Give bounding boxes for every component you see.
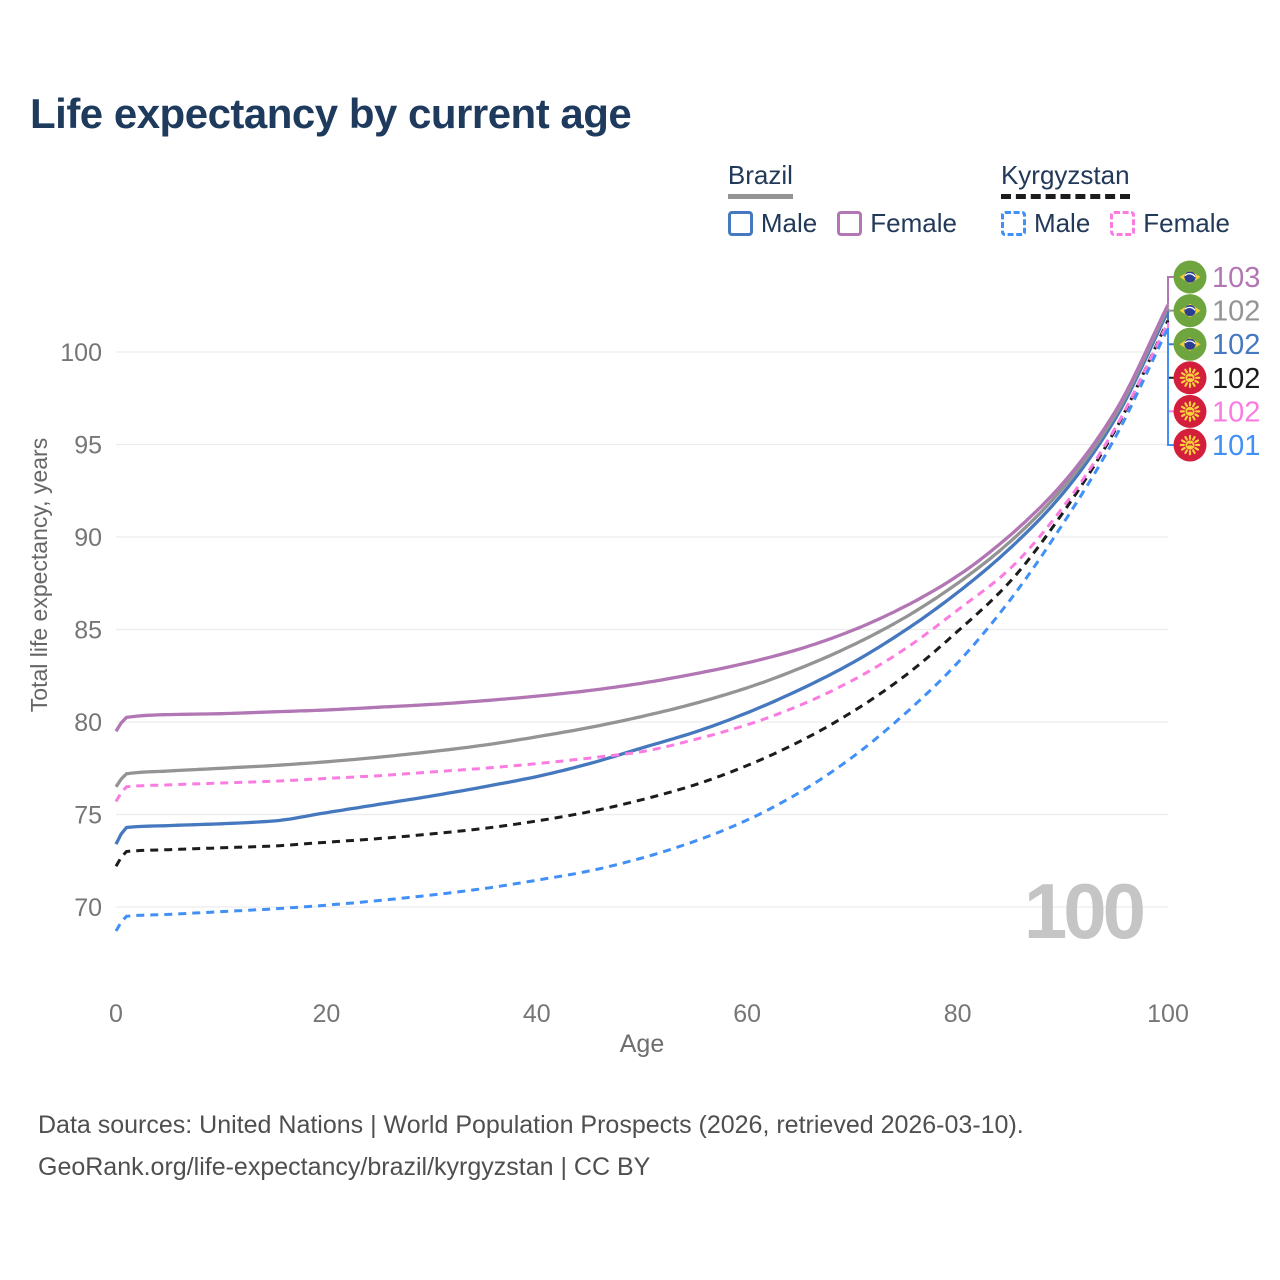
series-line-brazil_all[interactable] <box>114 306 1170 788</box>
brazil-flag-icon <box>1173 260 1207 294</box>
kyrgyzstan-flag-icon <box>1173 361 1207 395</box>
series-line-brazil_male[interactable] <box>114 310 1170 845</box>
y-tick-label-80: 80 <box>74 709 102 737</box>
brazil-flag-icon <box>1173 294 1207 328</box>
chart-legend: Brazil Male Female Kyrgyzstan Male Femal… <box>727 160 1242 239</box>
age-watermark: 100 <box>1024 867 1144 955</box>
legend-group-brazil: Brazil Male Female <box>727 160 969 239</box>
y-tick-label-75: 75 <box>74 802 102 830</box>
end-value-label-kyrgyzstan_all: 102 <box>1212 363 1260 395</box>
x-tick-label-40: 40 <box>523 1000 551 1028</box>
legend-items-brazil: Male Female <box>727 208 969 239</box>
series-line-kyrgyzstan_all[interactable] <box>114 319 1170 868</box>
legend-label-brazil-female[interactable]: Female <box>870 208 957 238</box>
legend-label-kyrgyzstan-female[interactable]: Female <box>1143 208 1230 238</box>
y-tick-label-85: 85 <box>74 617 102 645</box>
kyrgyzstan-flag-icon <box>1173 394 1207 428</box>
footer-data-sources: Data sources: United Nations | World Pop… <box>38 1111 1024 1139</box>
legend-swatch-brazil-male[interactable] <box>727 211 753 236</box>
x-tick-label-80: 80 <box>944 1000 972 1028</box>
y-axis-title: Total life expectancy, years <box>26 438 52 712</box>
y-tick-label-95: 95 <box>74 432 102 460</box>
legend-swatch-brazil-female[interactable] <box>837 211 863 236</box>
page-title: Life expectancy by current age <box>30 90 632 137</box>
x-axis-title: Age <box>620 1030 664 1058</box>
end-value-label-brazil_male: 102 <box>1212 329 1260 361</box>
x-tick-label-60: 60 <box>733 1000 761 1028</box>
legend-group-kyrgyzstan: Kyrgyzstan Male Female <box>1000 160 1242 239</box>
legend-label-kyrgyzstan-male[interactable]: Male <box>1033 208 1091 238</box>
legend-country-kyrgyzstan[interactable]: Kyrgyzstan <box>1000 160 1130 199</box>
series-line-kyrgyzstan_male[interactable] <box>114 327 1170 932</box>
end-value-label-kyrgyzstan_female: 102 <box>1212 396 1260 428</box>
end-value-label-brazil_all: 102 <box>1212 296 1260 328</box>
y-tick-label-70: 70 <box>74 894 102 922</box>
end-value-label-brazil_female: 103 <box>1212 262 1260 294</box>
x-tick-label-0: 0 <box>109 1000 123 1028</box>
legend-swatch-kyrgyzstan-female[interactable] <box>1110 211 1136 236</box>
y-tick-label-90: 90 <box>74 524 102 552</box>
brazil-flag-icon <box>1173 327 1207 361</box>
legend-country-brazil[interactable]: Brazil <box>727 160 793 199</box>
footer: Data sources: United Nations | World Pop… <box>38 1104 1024 1188</box>
y-tick-label-100: 100 <box>60 339 102 367</box>
x-tick-label-20: 20 <box>312 1000 340 1028</box>
leader-line-kyrgyzstan_male <box>1167 328 1174 446</box>
legend-items-kyrgyzstan: Male Female <box>1000 208 1242 239</box>
end-value-label-kyrgyzstan_male: 101 <box>1212 430 1260 462</box>
kyrgyzstan-flag-icon <box>1173 428 1207 462</box>
legend-swatch-kyrgyzstan-male[interactable] <box>1000 211 1026 236</box>
series-line-kyrgyzstan_female[interactable] <box>114 321 1170 803</box>
legend-label-brazil-male[interactable]: Male <box>760 208 818 238</box>
series-line-brazil_female[interactable] <box>114 304 1170 733</box>
footer-attribution: GeoRank.org/life-expectancy/brazil/kyrgy… <box>38 1153 651 1181</box>
x-tick-label-100: 100 <box>1147 1000 1189 1028</box>
leader-line-brazil_all <box>1167 307 1174 312</box>
leader-line-brazil_female <box>1167 276 1174 305</box>
